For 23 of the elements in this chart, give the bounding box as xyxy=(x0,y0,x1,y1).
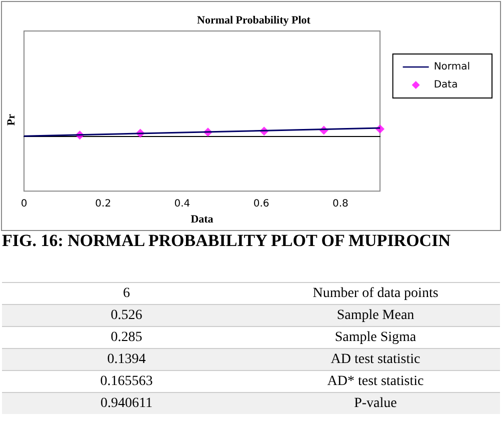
text: 0.526 xyxy=(2,304,251,326)
x-tick-label: 0.4 xyxy=(174,198,190,210)
x-tick-label: 0.2 xyxy=(95,198,112,210)
text: Sample Mean xyxy=(251,304,500,326)
y-axis-title: Pr xyxy=(6,114,18,126)
text: 6 xyxy=(2,282,251,304)
text: Sample Sigma xyxy=(251,326,500,348)
text: P-value xyxy=(251,392,500,414)
text: 0.940611 xyxy=(2,392,251,414)
legend-label: Normal xyxy=(434,62,470,72)
x-tick-label: 0.8 xyxy=(332,198,348,210)
text: 0.1394 xyxy=(2,348,251,370)
x-tick-label: 0 xyxy=(20,198,28,210)
text: AD test statistic xyxy=(251,348,500,370)
text: Number of data points xyxy=(251,282,500,304)
caption: FIG. 16: NORMAL PROBABILITY PLOT OF MUPIROCIN xyxy=(2,231,452,250)
text: 0.165563 xyxy=(2,370,251,392)
text: AD* test statistic xyxy=(251,370,500,392)
x-axis-title: Data xyxy=(190,214,214,226)
text: 0.285 xyxy=(2,326,251,348)
chart-title: Normal Probability Plot xyxy=(197,14,311,26)
legend-label: Data xyxy=(434,80,458,90)
x-tick-label: 0.6 xyxy=(253,198,270,210)
